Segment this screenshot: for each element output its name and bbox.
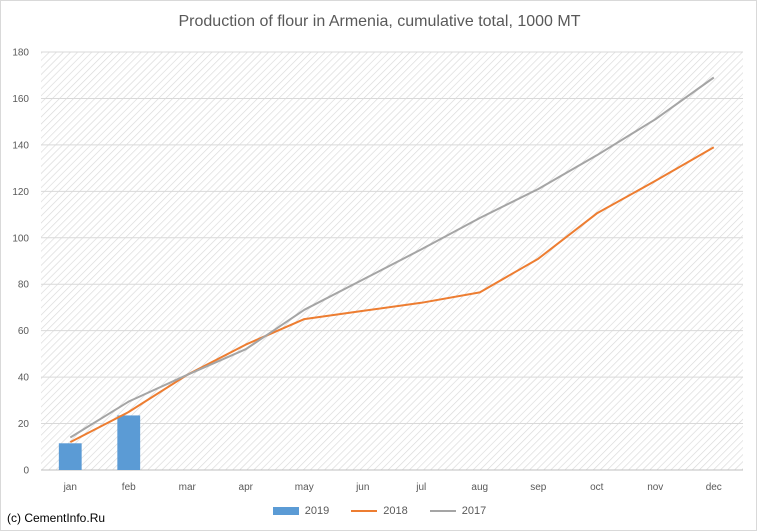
y-tick-label: 80: [18, 280, 30, 291]
x-tick-label: nov: [647, 482, 663, 493]
x-tick-label: dec: [706, 482, 722, 493]
chart-legend: 2019 2018 2017: [1, 505, 757, 517]
bar-2019: [58, 443, 82, 470]
y-tick-label: 120: [12, 187, 29, 198]
copyright-text: (c) CementInfo.Ru: [7, 511, 106, 525]
legend-label: 2017: [461, 505, 487, 517]
y-tick-label: 160: [12, 94, 29, 105]
legend-item-2018: 2018: [351, 505, 408, 517]
y-tick-label: 100: [12, 233, 29, 244]
x-tick-label: mar: [179, 482, 197, 493]
legend-label: 2018: [383, 505, 408, 517]
legend-label: 2019: [304, 505, 330, 517]
line-series-2017: [69, 76, 715, 439]
x-tick-label: aug: [471, 482, 488, 493]
x-tick-label: oct: [590, 482, 604, 493]
x-tick-label: sep: [530, 482, 547, 493]
line-series-2018: [69, 146, 715, 443]
y-tick-label: 60: [18, 326, 30, 337]
legend-item-2017: 2017: [429, 505, 487, 517]
legend-swatch: [272, 507, 299, 515]
legend-swatch: [429, 510, 456, 512]
bar-2019: [117, 415, 141, 470]
x-tick-label: apr: [239, 482, 254, 493]
y-tick-label: 140: [12, 140, 29, 151]
x-tick-label: jul: [415, 482, 426, 493]
y-tick-label: 0: [23, 466, 29, 477]
legend-item-2019: 2019: [272, 505, 330, 517]
y-tick-label: 40: [18, 373, 30, 384]
x-tick-label: jan: [63, 482, 77, 493]
chart-title: Production of flour in Armenia, cumulati…: [178, 13, 581, 30]
x-tick-label: may: [295, 482, 314, 493]
plot-area: [41, 52, 743, 470]
legend-swatch: [351, 510, 378, 512]
x-tick-label: jun: [355, 482, 369, 493]
y-tick-label: 20: [18, 419, 30, 430]
y-tick-label: 180: [12, 48, 29, 59]
x-tick-label: feb: [122, 482, 136, 493]
